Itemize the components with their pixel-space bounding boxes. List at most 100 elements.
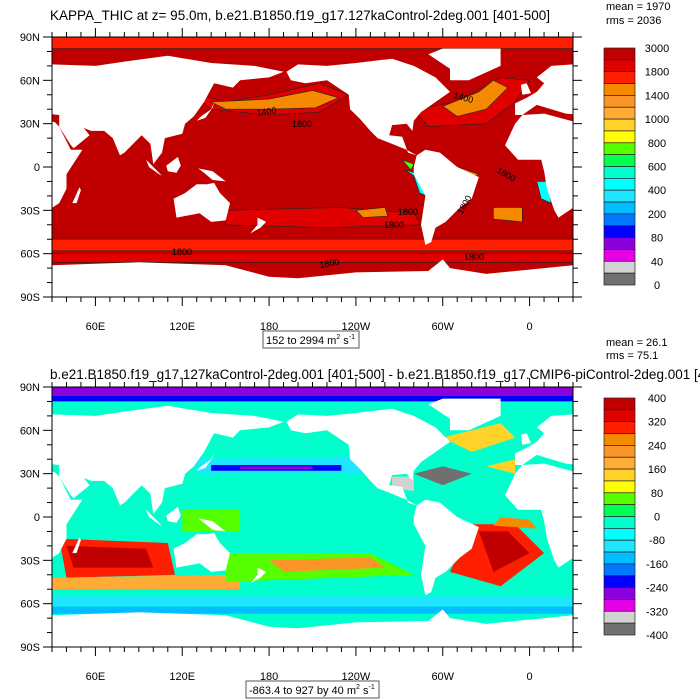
land-uk — [0, 433, 10, 445]
contour-label: 1800 — [464, 252, 484, 262]
land-antarctica — [52, 259, 573, 297]
land-antarctica — [573, 609, 700, 648]
colorbar-box — [603, 468, 636, 482]
contour-region — [572, 238, 573, 252]
svg-text:-863.4 to 927 by 40 m2 s-1: -863.4 to 927 by 40 m2 s-1 — [249, 684, 375, 697]
land-africa — [52, 471, 83, 558]
map-field — [0, 387, 700, 648]
colorbar-box — [603, 445, 636, 458]
contour-region — [573, 596, 700, 606]
colorbar-label: -80 — [649, 535, 665, 547]
land-africa — [52, 121, 83, 208]
colorbar-box — [603, 272, 636, 286]
x-tick-label: 180 — [260, 321, 278, 333]
y-tick-label: 30S — [20, 555, 40, 567]
colorbar-label: 0 — [654, 512, 660, 524]
land-borneo — [166, 156, 181, 173]
contour-region — [493, 517, 537, 529]
plot-title: KAPPA_THIC at z= 95.0m, b.e21.B1850.f19_… — [50, 8, 550, 23]
x-tick-label: 60E — [86, 671, 106, 683]
land-newguinea — [198, 518, 226, 532]
colorbar-box — [603, 480, 636, 494]
colorbar-label: -320 — [646, 606, 668, 618]
y-tick-label: 0 — [34, 162, 40, 174]
land-greenland — [428, 48, 501, 81]
colorbar-box — [603, 47, 636, 61]
map-field — [0, 37, 700, 297]
colorbar-box — [603, 599, 636, 612]
land-sumatra — [146, 509, 162, 526]
colorbar-box — [603, 587, 636, 600]
land-greenland — [428, 398, 501, 431]
x-tick-label: 120W — [342, 321, 371, 333]
contour-region — [52, 253, 573, 263]
x-tick-label: 180 — [260, 671, 278, 683]
y-tick-label: 60N — [20, 425, 40, 437]
contour-region — [573, 387, 700, 396]
x-tick-label: 120E — [169, 321, 195, 333]
colorbar-box — [603, 563, 636, 577]
colorbar-label: 1800 — [645, 67, 669, 79]
colorbar-label: 800 — [648, 138, 666, 150]
land-madagascar — [593, 187, 602, 203]
colorbar-label: 80 — [651, 233, 663, 245]
x-tick-label: 0 — [527, 671, 533, 683]
colorbar-box — [603, 59, 636, 73]
colorbar-box — [603, 118, 636, 132]
colorbar-label: -240 — [646, 583, 668, 595]
contour-region — [0, 207, 1, 222]
colorbar-box — [603, 106, 636, 120]
land-australia — [173, 532, 230, 572]
colorbar-box — [603, 71, 636, 84]
colorbar-box — [603, 201, 636, 215]
map-axes: 60E 120E 180 120W 60W 0 90N 60N 30N 0 30S 60S 90S — [20, 378, 582, 683]
contour-region — [442, 423, 516, 452]
colorbar-box — [603, 504, 636, 517]
y-tick-label: 60S — [20, 599, 40, 611]
land-namerica — [286, 58, 450, 156]
land-madagascar — [72, 537, 81, 554]
colorbar-label: 3000 — [645, 43, 669, 55]
colorbar-label: 80 — [651, 488, 663, 500]
land-africa — [505, 463, 573, 568]
units-box: -863.4 to 927 by 40 m2 s-1 — [245, 680, 380, 699]
colorbar-label: 240 — [648, 440, 666, 452]
land-sumatra — [146, 159, 162, 176]
contour-region — [493, 207, 523, 223]
land-australia — [695, 183, 700, 222]
colorbar-box — [603, 516, 636, 529]
colorbar-box — [603, 142, 636, 156]
colorbar-box — [603, 260, 636, 274]
colorbar-box — [603, 433, 636, 446]
contour-label: 1800 — [172, 247, 192, 257]
colorbar-box — [603, 527, 636, 541]
land-samerica — [413, 149, 479, 245]
contour-region — [240, 466, 313, 470]
contour-region — [66, 545, 154, 568]
y-tick-label: 30N — [20, 119, 40, 131]
x-tick-label: 60E — [86, 321, 106, 333]
contour-label: 1800 — [319, 257, 340, 270]
land-eurasia — [52, 55, 284, 165]
rms-stat: rms = 75.1 — [606, 350, 658, 362]
colorbar-box — [603, 551, 636, 565]
y-tick-label: 90S — [20, 642, 40, 654]
colorbar-box — [603, 178, 636, 191]
colorbar-label: 400 — [648, 185, 666, 197]
mean-stat: mean = 26.1 — [606, 337, 667, 349]
colorbar-box — [603, 409, 636, 423]
contour-region — [401, 159, 415, 171]
land-namerica — [286, 408, 450, 506]
land-sumatra — [667, 510, 683, 526]
land-nz — [250, 217, 267, 234]
colorbar-label: -160 — [646, 559, 668, 571]
y-tick-label: 60N — [20, 75, 40, 87]
contour-region — [572, 253, 573, 263]
panel-bottom: b.e21.B1850.f19_g17.127kaControl-2deg.00… — [0, 337, 700, 699]
land-eurasia — [52, 405, 284, 515]
colorbar: 400 320 240 160 80 0 -80 -160 -240 -320 -400 — [603, 393, 668, 642]
colorbar-box — [603, 456, 636, 470]
contour-region — [52, 387, 573, 396]
contour-region — [478, 531, 530, 572]
